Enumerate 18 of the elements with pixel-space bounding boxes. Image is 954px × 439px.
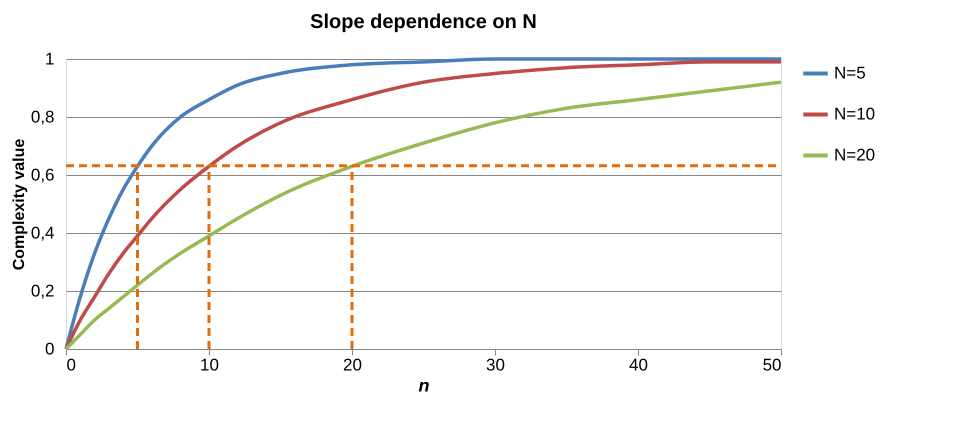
legend-label: N=10 xyxy=(834,104,876,124)
y-axis-title: Complexity value xyxy=(10,138,28,270)
y-tick-label: 1 xyxy=(45,50,54,68)
x-tick-label: 30 xyxy=(486,356,505,374)
x-tick-label: 0 xyxy=(66,356,76,374)
x-tick-label: 20 xyxy=(343,356,362,374)
x-tick-label: 50 xyxy=(762,356,782,374)
x-tick-label: 40 xyxy=(629,356,648,374)
chart-title: Slope dependence on N xyxy=(310,11,537,33)
y-tick-label: 0 xyxy=(45,340,54,358)
legend-label: N=20 xyxy=(834,146,876,164)
x-tick-label: 10 xyxy=(200,356,219,374)
y-tick-label: 0,2 xyxy=(30,282,54,300)
x-axis-title: n xyxy=(418,376,430,396)
y-tick-label: 0,8 xyxy=(30,108,54,126)
legend-label: N=5 xyxy=(834,64,866,82)
y-tick-label: 0,4 xyxy=(30,224,54,242)
y-tick-label: 0,6 xyxy=(30,166,54,184)
